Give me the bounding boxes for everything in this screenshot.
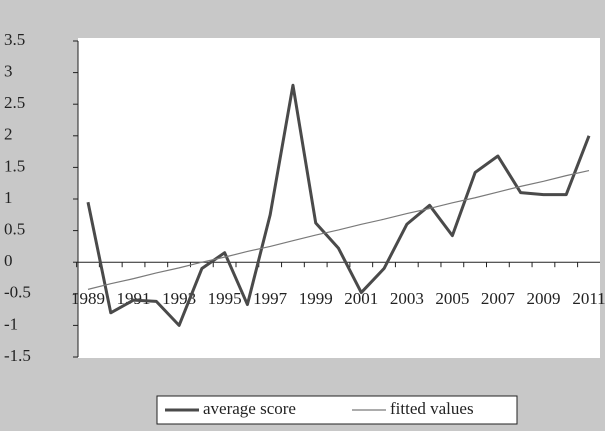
legend-box <box>156 395 518 425</box>
x-tick-label: 2001 <box>344 289 378 308</box>
y-tick-label: -1.5 <box>4 346 31 365</box>
y-tick-label: 1.5 <box>4 156 25 175</box>
y-tick-label: 0.5 <box>4 220 25 239</box>
y-tick-label: -0.5 <box>4 283 31 302</box>
x-tick-label: 1989 <box>71 289 105 308</box>
plot-area <box>78 38 600 358</box>
x-tick-label: 2011 <box>572 289 605 308</box>
y-tick-label: 2.5 <box>4 93 25 112</box>
x-tick-label: 1997 <box>253 289 288 308</box>
y-tick-label: -1 <box>4 314 18 333</box>
y-tick-label: 0 <box>4 251 13 270</box>
x-tick-label: 2003 <box>390 289 424 308</box>
y-tick-label: 3 <box>4 62 13 81</box>
series-line <box>86 83 591 327</box>
y-tick-label: 2 <box>4 125 13 144</box>
x-tick-label: 2007 <box>481 289 516 308</box>
x-tick-label: 1999 <box>299 289 333 308</box>
legend-label: fitted values <box>390 399 474 418</box>
x-tick-label: 1995 <box>208 289 242 308</box>
y-tick-label: 1 <box>4 188 13 207</box>
legend-label: average score <box>203 399 296 418</box>
x-tick-label: 2009 <box>526 289 560 308</box>
y-tick-label: 3.5 <box>4 30 25 49</box>
x-tick-label: 2005 <box>435 289 469 308</box>
series-line <box>87 169 590 290</box>
